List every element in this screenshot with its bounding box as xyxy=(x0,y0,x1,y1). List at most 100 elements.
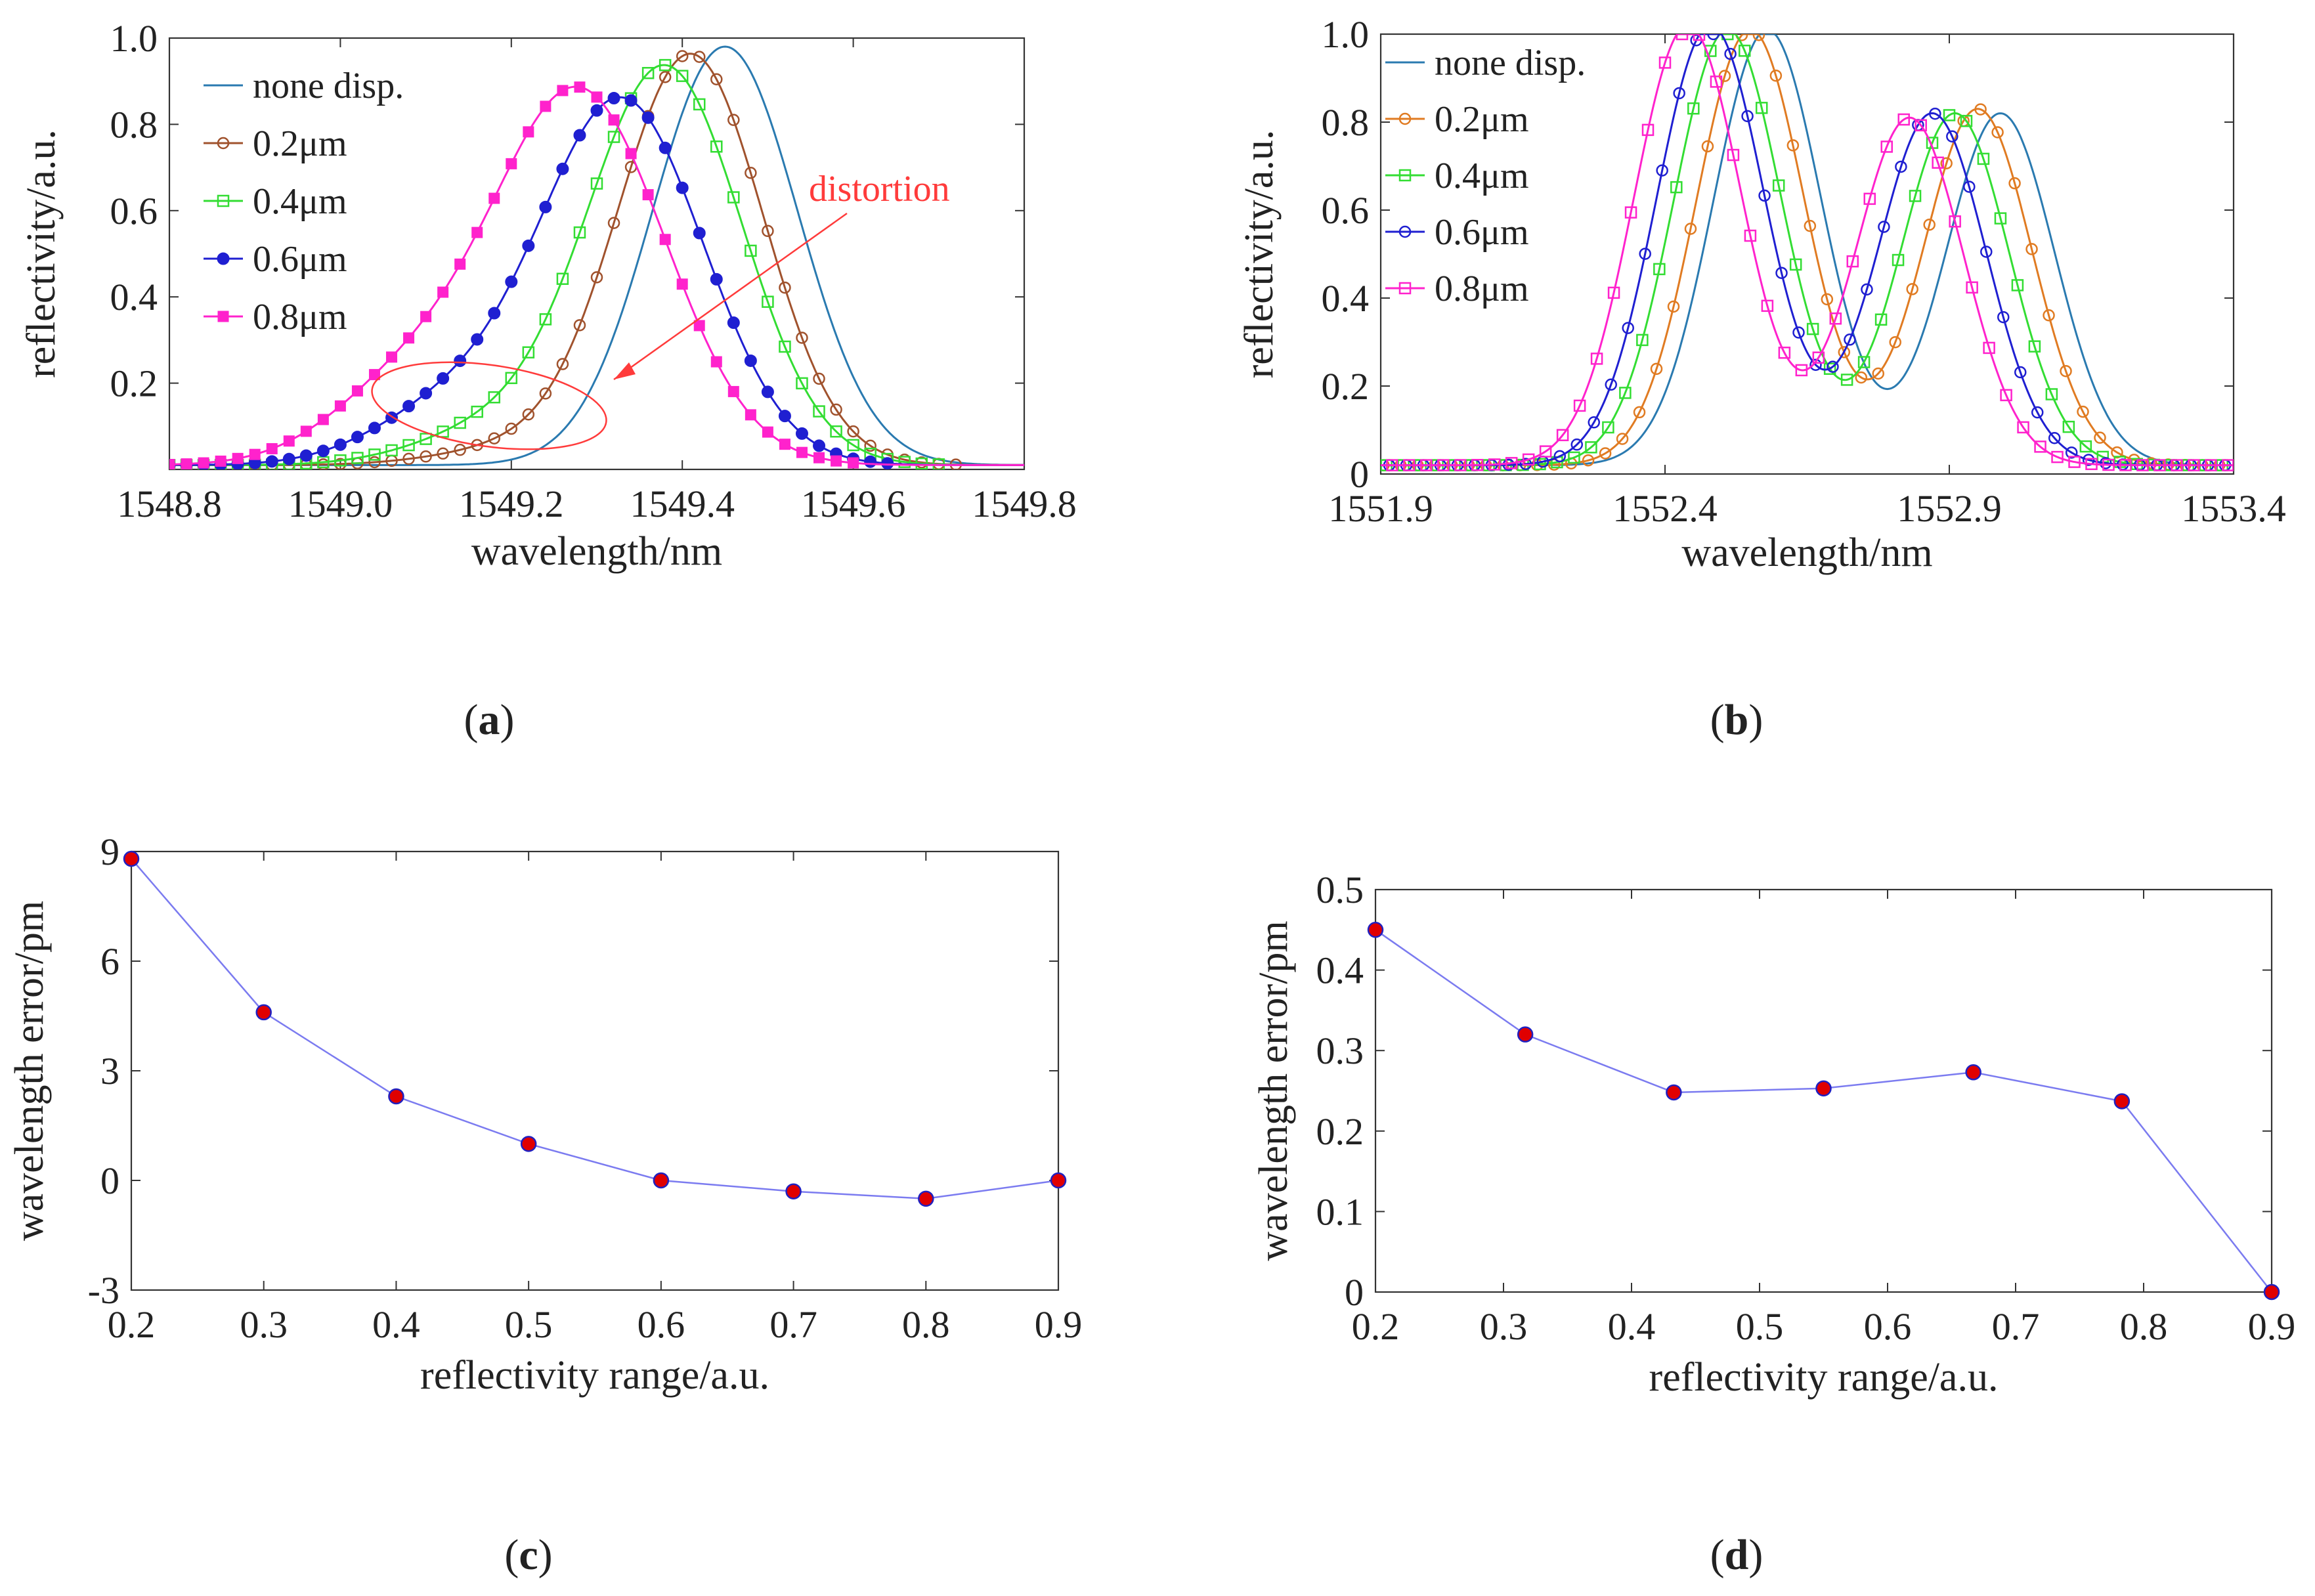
data-point xyxy=(1983,341,1995,355)
x-tick-label: 1553.4 xyxy=(2181,487,2286,530)
data-point xyxy=(1673,87,1685,100)
data-point xyxy=(1570,438,1584,451)
series-markers-4 xyxy=(169,81,859,469)
y-tick-label: 0 xyxy=(1345,1271,1364,1314)
legend-label: 0.8μm xyxy=(253,297,347,337)
x-axis-label: reflectivity range/a.u. xyxy=(420,1353,769,1398)
data-point xyxy=(1812,351,1825,364)
x-tick-label: 0.3 xyxy=(240,1303,288,1346)
data-point xyxy=(2171,459,2183,471)
data-point xyxy=(813,439,826,452)
data-point xyxy=(830,403,842,416)
data-point xyxy=(1980,246,1993,258)
data-point xyxy=(2099,457,2112,469)
legend-label: 0.6μm xyxy=(253,239,347,280)
y-axis-label: reflectivity/a.u. xyxy=(19,129,64,378)
data-point xyxy=(2000,389,2012,402)
data-point xyxy=(2034,441,2046,453)
data-point xyxy=(2031,406,2044,419)
data-point xyxy=(1906,283,1918,295)
data-point xyxy=(2113,1093,2131,1110)
y-tick-label: 0 xyxy=(1350,453,1369,496)
data-point xyxy=(710,272,723,286)
data-point xyxy=(590,104,603,117)
data-point xyxy=(255,1004,272,1021)
data-point xyxy=(488,391,501,404)
data-point xyxy=(779,281,791,294)
panel-b-chart: 1551.9 1552.4 1552.9 1553.4 0 0.2 0.4 0.6 0.8 1.0… xyxy=(1237,13,2286,575)
data-point xyxy=(2011,279,2024,291)
data-point xyxy=(607,131,620,143)
legend-label: none disp. xyxy=(1435,43,1586,83)
data-point xyxy=(1653,263,1666,276)
series-markers-0 xyxy=(123,850,1067,1207)
caption-d: (d) xyxy=(1710,1531,1763,1579)
data-point xyxy=(454,416,466,429)
caption-b-letter: b xyxy=(1725,696,1749,744)
data-point xyxy=(2048,431,2061,444)
data-point xyxy=(2153,459,2166,471)
caption-d-letter: d xyxy=(1725,1531,1749,1579)
data-point xyxy=(1889,335,1901,349)
data-point xyxy=(1960,115,1973,127)
data-point xyxy=(1607,286,1620,299)
data-point xyxy=(796,446,808,458)
distortion-arrowhead xyxy=(614,362,636,379)
data-point xyxy=(1588,416,1600,429)
data-point xyxy=(641,66,655,79)
data-point xyxy=(573,226,586,239)
data-point xyxy=(762,295,774,308)
caption-a-letter: a xyxy=(479,696,500,744)
data-point xyxy=(796,332,808,344)
data-point xyxy=(813,405,825,418)
data-point xyxy=(1573,399,1586,412)
x-tick-label: 0.4 xyxy=(372,1303,420,1346)
data-point xyxy=(1420,459,1433,471)
data-point xyxy=(557,85,569,97)
x-tick-label: 1549.8 xyxy=(972,483,1077,525)
data-point xyxy=(659,234,671,246)
data-point xyxy=(471,405,483,418)
data-point xyxy=(539,387,552,400)
data-point xyxy=(1471,459,1484,471)
data-point xyxy=(1821,293,1834,306)
legend-label: 0.2μm xyxy=(253,123,347,164)
data-point xyxy=(881,457,894,469)
data-point xyxy=(693,226,706,240)
data-point xyxy=(334,438,347,451)
data-point xyxy=(2263,1283,2280,1301)
data-point xyxy=(437,372,450,385)
plot-frame xyxy=(130,850,1060,1291)
data-point xyxy=(2094,431,2106,444)
x-tick-label: 0.6 xyxy=(1864,1305,1912,1348)
data-point xyxy=(693,320,705,332)
data-point xyxy=(1829,312,1842,325)
data-point xyxy=(1582,454,1595,467)
data-point xyxy=(779,439,790,450)
plot-frame xyxy=(168,37,1026,471)
data-point xyxy=(1505,457,1518,469)
svg-text:(d): (d) xyxy=(1710,1531,1763,1579)
data-point xyxy=(169,458,175,469)
data-point xyxy=(2068,456,2081,468)
data-point xyxy=(1857,356,1871,368)
data-point xyxy=(1624,206,1637,219)
data-point xyxy=(1667,300,1680,313)
y-tick-label: 0.5 xyxy=(1316,869,1364,911)
data-point xyxy=(727,114,740,126)
data-point xyxy=(1840,374,1853,386)
data-point xyxy=(847,425,859,438)
data-point xyxy=(556,272,569,285)
data-point xyxy=(590,177,603,190)
data-point xyxy=(299,449,313,462)
data-point xyxy=(420,433,432,445)
data-point xyxy=(1863,192,1876,205)
data-point xyxy=(368,369,380,381)
data-point xyxy=(1670,181,1683,194)
data-point xyxy=(1874,313,1888,326)
data-point xyxy=(334,454,347,467)
data-point xyxy=(317,414,329,425)
data-point xyxy=(2065,446,2078,459)
data-point xyxy=(1684,223,1697,235)
data-point xyxy=(762,426,773,438)
